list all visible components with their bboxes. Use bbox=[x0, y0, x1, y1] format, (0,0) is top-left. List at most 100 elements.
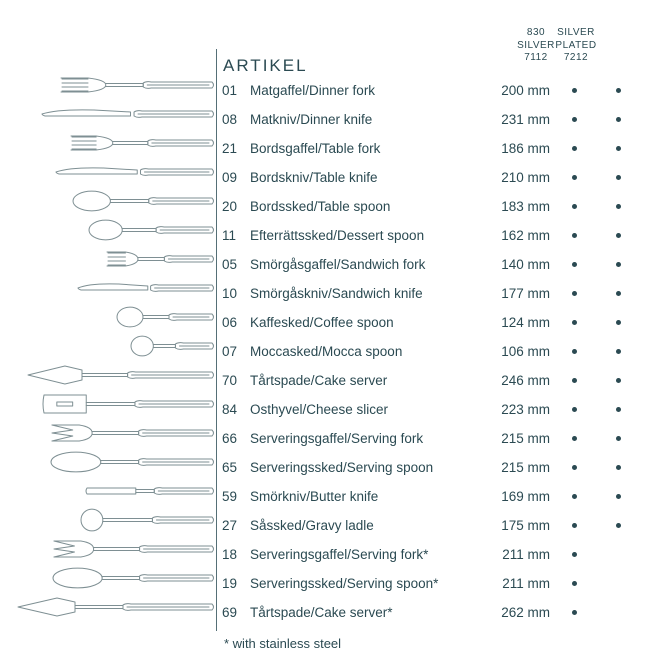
table-row: 70Tårtspade/Cake server246 mm bbox=[222, 366, 642, 395]
availability-dots bbox=[552, 494, 640, 499]
dot-silver-plated bbox=[616, 291, 621, 296]
table-row: 27Såssked/Gravy ladle175 mm bbox=[222, 511, 642, 540]
table-row: 20Bordssked/Table spoon183 mm bbox=[222, 192, 642, 221]
knife-icon bbox=[53, 159, 215, 188]
table-row: 84Osthyvel/Cheese slicer223 mm bbox=[222, 395, 642, 424]
dot-silver-plated bbox=[616, 204, 621, 209]
dot-830-silver bbox=[572, 204, 577, 209]
availability-dots bbox=[552, 175, 640, 180]
dot-830-silver bbox=[572, 175, 577, 180]
article-length: 162 mm bbox=[490, 228, 552, 243]
article-name: Osthyvel/Cheese slicer bbox=[250, 402, 490, 417]
availability-dots bbox=[552, 610, 640, 615]
availability-dots bbox=[552, 262, 640, 267]
article-name: Matgaffel/Dinner fork bbox=[250, 83, 490, 98]
column-header-silver-plated: SILVER PLATED 7212 bbox=[554, 27, 598, 65]
article-length: 215 mm bbox=[490, 460, 552, 475]
article-number: 59 bbox=[222, 489, 250, 504]
table-row: 08Matkniv/Dinner knife231 mm bbox=[222, 105, 642, 134]
dot-silver-plated bbox=[616, 552, 621, 557]
dot-830-silver bbox=[572, 465, 577, 470]
utensil-illustrations bbox=[0, 72, 215, 623]
dot-silver-plated bbox=[616, 407, 621, 412]
dot-830-silver bbox=[572, 233, 577, 238]
article-number: 05 bbox=[222, 257, 250, 272]
article-length: 124 mm bbox=[490, 315, 552, 330]
table-row: 18Serveringsgaffel/Serving fork*211 mm bbox=[222, 540, 642, 569]
availability-dots bbox=[552, 436, 640, 441]
spoon-icon bbox=[87, 217, 215, 246]
article-length: 200 mm bbox=[490, 83, 552, 98]
article-length: 210 mm bbox=[490, 170, 552, 185]
spoon-icon bbox=[115, 304, 215, 333]
article-length: 231 mm bbox=[490, 112, 552, 127]
article-length: 223 mm bbox=[490, 402, 552, 417]
article-length: 211 mm bbox=[490, 547, 552, 562]
article-name: Efterrättssked/Dessert spoon bbox=[250, 228, 490, 243]
article-name: Smörkniv/Butter knife bbox=[250, 489, 490, 504]
dot-silver-plated bbox=[616, 233, 621, 238]
article-number: 27 bbox=[222, 518, 250, 533]
article-number: 84 bbox=[222, 402, 250, 417]
article-number: 08 bbox=[222, 112, 250, 127]
table-row: 11Efterrättssked/Dessert spoon162 mm bbox=[222, 221, 642, 250]
availability-dots bbox=[552, 552, 640, 557]
dot-silver-plated bbox=[616, 88, 621, 93]
page-title: ARTIKEL bbox=[223, 56, 308, 76]
table-row: 07Moccasked/Mocca spoon106 mm bbox=[222, 337, 642, 366]
dot-silver-plated bbox=[616, 117, 621, 122]
availability-dots bbox=[552, 523, 640, 528]
availability-dots bbox=[552, 465, 640, 470]
sfork-icon bbox=[49, 420, 215, 449]
availability-dots bbox=[552, 291, 640, 296]
article-name: Serveringsgaffel/Serving fork* bbox=[250, 547, 490, 562]
knife-icon bbox=[39, 101, 215, 130]
dot-silver-plated bbox=[616, 378, 621, 383]
article-table: 01Matgaffel/Dinner fork200 mm 08Matkniv/D… bbox=[222, 76, 642, 627]
article-number: 65 bbox=[222, 460, 250, 475]
article-name: Serveringsgaffel/Serving fork bbox=[250, 431, 490, 446]
table-row: 06Kaffesked/Coffee spoon124 mm bbox=[222, 308, 642, 337]
availability-dots bbox=[552, 407, 640, 412]
article-number: 69 bbox=[222, 605, 250, 620]
article-name: Såssked/Gravy ladle bbox=[250, 518, 490, 533]
article-name: Smörgåsgaffel/Sandwich fork bbox=[250, 257, 490, 272]
availability-dots bbox=[552, 204, 640, 209]
slicer-icon bbox=[41, 391, 215, 420]
article-number: 09 bbox=[222, 170, 250, 185]
availability-dots bbox=[552, 581, 640, 586]
col2-line3: 7212 bbox=[564, 52, 588, 63]
article-length: 175 mm bbox=[490, 518, 552, 533]
article-length: 211 mm bbox=[490, 576, 552, 591]
butter-icon bbox=[83, 478, 215, 507]
availability-dots bbox=[552, 88, 640, 93]
article-number: 11 bbox=[222, 228, 250, 243]
dot-830-silver bbox=[572, 146, 577, 151]
spoon-icon bbox=[71, 188, 215, 217]
dot-830-silver bbox=[572, 523, 577, 528]
dot-silver-plated bbox=[616, 610, 621, 615]
article-name: Bordskniv/Table knife bbox=[250, 170, 490, 185]
dot-silver-plated bbox=[616, 523, 621, 528]
availability-dots bbox=[552, 117, 640, 122]
server-icon bbox=[15, 594, 215, 623]
article-number: 01 bbox=[222, 83, 250, 98]
dot-830-silver bbox=[572, 581, 577, 586]
dot-830-silver bbox=[572, 407, 577, 412]
fork-icon bbox=[59, 72, 215, 101]
table-row: 10Smörgåskniv/Sandwich knife177 mm bbox=[222, 279, 642, 308]
article-length: 186 mm bbox=[490, 141, 552, 156]
sspoon-icon bbox=[51, 565, 215, 594]
table-row: 19Serveringssked/Serving spoon*211 mm bbox=[222, 569, 642, 598]
dot-silver-plated bbox=[616, 465, 621, 470]
article-name: Smörgåskniv/Sandwich knife bbox=[250, 286, 490, 301]
dot-830-silver bbox=[572, 378, 577, 383]
col2-line1: SILVER bbox=[557, 27, 595, 38]
dot-830-silver bbox=[572, 552, 577, 557]
table-row: 65Serveringssked/Serving spoon215 mm bbox=[222, 453, 642, 482]
dot-silver-plated bbox=[616, 320, 621, 325]
dot-830-silver bbox=[572, 291, 577, 296]
dot-silver-plated bbox=[616, 436, 621, 441]
dot-830-silver bbox=[572, 88, 577, 93]
dot-silver-plated bbox=[616, 146, 621, 151]
